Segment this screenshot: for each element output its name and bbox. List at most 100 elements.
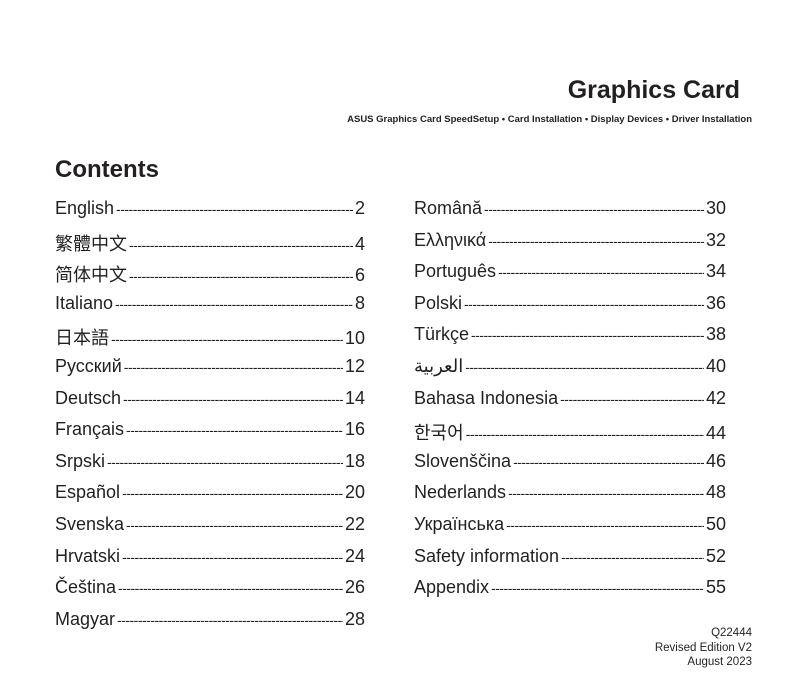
toc-entry[interactable]: Ελληνικά --------------------------------… — [414, 230, 726, 262]
toc-leader-dots: ----------------------------------------… — [126, 422, 343, 439]
toc-entry-label: Italiano — [55, 292, 114, 313]
toc-entry[interactable]: Svenska ---------------------------------… — [55, 514, 365, 546]
toc-entry[interactable]: 简体中文 ------------------------------------… — [55, 261, 365, 293]
toc-entry-page: 38 — [705, 324, 726, 345]
toc-entry-label: Українська — [414, 513, 505, 534]
toc-entry-label: 한국어 — [414, 423, 464, 444]
toc-leader-dots: ----------------------------------------… — [484, 201, 704, 217]
toc-leader-dots: ----------------------------------------… — [506, 516, 704, 533]
toc-entry[interactable]: English ---------------------------------… — [55, 198, 365, 230]
toc-entry-label: Svenska — [55, 513, 125, 534]
toc-entry-page: 40 — [705, 355, 726, 376]
toc-entry-page: 6 — [354, 265, 365, 286]
toc-leader-dots: ----------------------------------------… — [118, 580, 343, 597]
product-code: Q22444 — [711, 627, 752, 639]
toc-entry[interactable]: Nederlands ------------------------------… — [414, 482, 726, 514]
toc-entry-page: 50 — [705, 513, 726, 534]
toc-leader-dots: ----------------------------------------… — [560, 390, 704, 407]
toc-leader-dots: ----------------------------------------… — [498, 264, 704, 281]
toc-entry[interactable]: Polski ----------------------------------… — [414, 293, 726, 325]
toc-leader-dots: ----------------------------------------… — [111, 331, 343, 348]
toc-entry-label: Deutsch — [55, 387, 122, 408]
toc-leader-dots: ----------------------------------------… — [123, 390, 343, 407]
toc-entry-page: 8 — [354, 292, 365, 313]
toc-entry-page: 12 — [344, 355, 365, 376]
toc-entry[interactable]: Italiano --------------------------------… — [55, 293, 365, 325]
toc-entry-page: 22 — [344, 513, 365, 534]
toc-entry[interactable]: Magyar ----------------------------------… — [55, 609, 365, 641]
toc-entry-label: 繁體中文 — [55, 233, 127, 254]
toc-leader-dots: ----------------------------------------… — [129, 236, 353, 253]
toc-entry-label: Türkçe — [414, 324, 470, 345]
toc-entry[interactable]: 日本語 -------------------------------------… — [55, 324, 365, 356]
toc-leader-dots: ----------------------------------------… — [129, 268, 353, 285]
toc-leader-dots: ----------------------------------------… — [464, 295, 704, 312]
toc-entry-label: Polski — [414, 292, 463, 313]
toc-leader-dots: ----------------------------------------… — [126, 516, 343, 533]
toc-entry-label: Appendix — [414, 577, 490, 598]
toc-entry[interactable]: Bahasa Indonesia ------------------------… — [414, 388, 726, 420]
toc-entry-label: العربية — [414, 355, 464, 376]
toc-entry[interactable]: Hrvatski --------------------------------… — [55, 546, 365, 578]
publication-date: August 2023 — [687, 656, 752, 668]
toc-entry[interactable]: Appendix --------------------------------… — [414, 577, 726, 609]
toc-leader-dots: ----------------------------------------… — [471, 327, 704, 344]
toc-entry[interactable]: Українська ------------------------------… — [414, 514, 726, 546]
toc-entry[interactable]: Slovenščina -----------------------------… — [414, 451, 726, 483]
toc-entry[interactable]: Čeština ---------------------------------… — [55, 577, 365, 609]
toc-entry[interactable]: 繁體中文 ------------------------------------… — [55, 230, 365, 262]
toc-leader-dots: ----------------------------------------… — [107, 453, 343, 470]
toc-entry[interactable]: 한국어 -------------------------------------… — [414, 419, 726, 451]
toc-entry-label: Hrvatski — [55, 545, 121, 566]
toc-entry[interactable]: العربية ---------------------------------… — [414, 356, 726, 388]
toc-entry-page: 34 — [705, 261, 726, 282]
toc-right-column: Română ----------------------------------… — [414, 198, 726, 609]
toc-entry-label: 日本語 — [55, 328, 109, 349]
toc-entry-page: 32 — [705, 229, 726, 250]
toc-entry-label: English — [55, 198, 115, 218]
toc-entry[interactable]: Français --------------------------------… — [55, 419, 365, 451]
toc-entry-label: Русский — [55, 355, 122, 376]
toc-entry[interactable]: Español ---------------------------------… — [55, 482, 365, 514]
toc-leader-dots: ----------------------------------------… — [491, 580, 704, 597]
toc-leader-dots: ----------------------------------------… — [561, 548, 704, 565]
toc-entry-label: Magyar — [55, 608, 116, 629]
toc-entry-page: 30 — [705, 198, 726, 218]
toc-entry-label: Română — [414, 198, 483, 218]
toc-entry[interactable]: Türkçe ----------------------------------… — [414, 324, 726, 356]
toc-entry-label: Français — [55, 419, 125, 440]
toc-leader-dots: ----------------------------------------… — [116, 201, 353, 217]
toc-entry[interactable]: Română ----------------------------------… — [414, 198, 726, 230]
toc-entry-page: 42 — [705, 387, 726, 408]
toc-entry-label: Safety information — [414, 545, 560, 566]
toc-entry-label: Srpski — [55, 450, 106, 471]
toc-entry[interactable]: Srpski ----------------------------------… — [55, 451, 365, 483]
toc-entry-page: 46 — [705, 450, 726, 471]
toc-entry[interactable]: Русский ---------------------------------… — [55, 356, 365, 388]
edition: Revised Edition V2 — [654, 641, 752, 654]
toc-entry[interactable]: Português -------------------------------… — [414, 261, 726, 293]
toc-leader-dots: ----------------------------------------… — [117, 611, 343, 628]
toc-entry-page: 14 — [344, 387, 365, 408]
toc-entry-label: Slovenščina — [414, 450, 512, 471]
toc-entry-label: Ελληνικά — [414, 229, 487, 250]
toc-entry-label: Bahasa Indonesia — [414, 387, 559, 408]
toc-entry-label: Čeština — [55, 577, 117, 598]
toc-entry-label: Español — [55, 482, 121, 503]
document-title: Graphics Card — [567, 76, 740, 104]
toc-leader-dots: ----------------------------------------… — [122, 485, 343, 502]
toc-leader-dots: ----------------------------------------… — [488, 232, 704, 249]
toc-entry-page: 28 — [344, 608, 365, 629]
toc-entry[interactable]: Deutsch ---------------------------------… — [55, 388, 365, 420]
toc-entry-page: 52 — [705, 545, 726, 566]
toc-entry[interactable]: Safety information ----------------------… — [414, 546, 726, 578]
toc-entry-page: 2 — [354, 198, 365, 218]
footer-info: Q22444 Revised Edition V2 August 2023 — [655, 626, 752, 670]
toc-entry-label: Nederlands — [414, 482, 507, 503]
toc-leader-dots: ----------------------------------------… — [465, 426, 704, 443]
toc-leader-dots: ----------------------------------------… — [465, 358, 704, 375]
toc-entry-page: 4 — [354, 233, 365, 254]
toc-entry-page: 16 — [344, 419, 365, 440]
toc-leader-dots: ----------------------------------------… — [115, 295, 353, 312]
toc-leader-dots: ----------------------------------------… — [513, 453, 704, 470]
